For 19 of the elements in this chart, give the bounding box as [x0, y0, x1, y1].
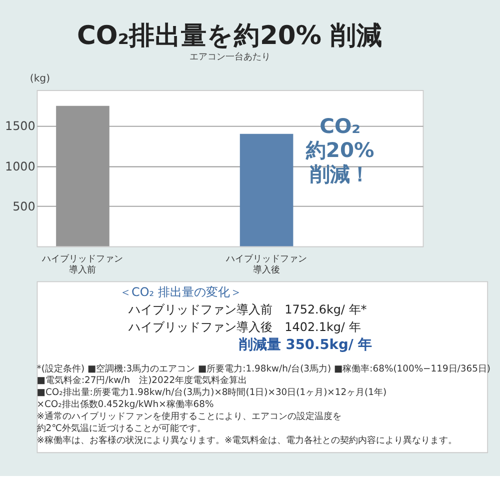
x-tick-label: ハイブリッドファン導入後	[225, 253, 308, 276]
text: 削減量 350.5kg/ 年	[238, 337, 372, 354]
text: ハイブリッドファン導入前 1752.6kg/ 年*	[128, 302, 367, 316]
chart-title: CO₂排出量を約20% 削減	[77, 21, 383, 52]
text: ×CO₂排出係数0.452kg/kWh×稼働率68%	[36, 399, 214, 410]
y-axis-title: (kg)	[30, 73, 50, 84]
text: ＜CO₂ 排出量の変化＞	[119, 284, 242, 299]
text: ■CO₂排出量:所要電力1.98kw/h/台(3馬力)×8時間(1日)×30日(1ヶ月)×12ヶ月(1年)	[36, 387, 387, 398]
text: 約2℃外気温に近づけることが可能です。	[36, 423, 206, 434]
text: ハイブリッドファン導入後 1402.1kg/ 年	[128, 320, 361, 334]
x-tick-label: ハイブリッドファン導入前	[41, 253, 124, 276]
text: ※通常のハイブリッドファンを使用することにより、エアコンの設定温度を	[36, 411, 342, 422]
chart-subtitle: エアコン一台あたり	[189, 52, 270, 63]
text: ■電気料金:27円/kw/h 注)2022年度電気料金算出	[36, 375, 248, 386]
text: ※稼働率は、お客様の状況により異なります。※電気料金は、電力各社との契約内容により異なります。	[36, 434, 458, 446]
text: *(設定条件) ■空調機:3馬力のエアコン ■所要電力:1.98kw/h/台(3馬力) ■稼働率:68%(100%−119日/365日)	[36, 363, 491, 374]
y-tick-label: 1500	[4, 119, 36, 134]
y-tick-label: 500	[12, 199, 36, 214]
y-tick-label: 1000	[4, 159, 36, 174]
